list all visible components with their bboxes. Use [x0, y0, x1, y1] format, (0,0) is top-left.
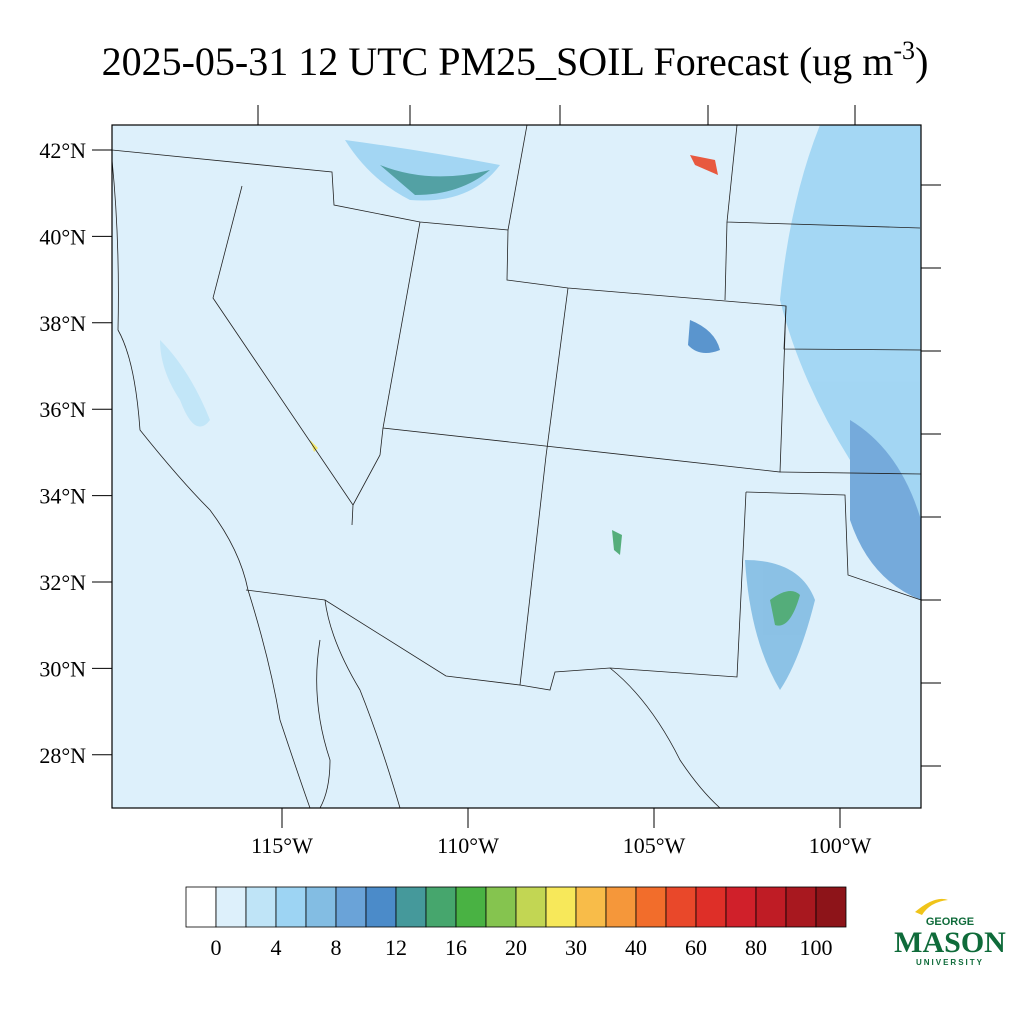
lon-label: 115°W: [251, 833, 313, 858]
colorbar-box: [395, 886, 427, 928]
logo: GEORGE MASON UNIVERSITY: [894, 898, 1006, 967]
colorbar-box: [455, 886, 487, 928]
state-borders: [111, 124, 922, 809]
lon-label: 105°W: [623, 833, 686, 858]
colorbar-box: [785, 886, 817, 928]
lat-label: 28°N: [39, 743, 86, 768]
colorbar-label: 0: [211, 935, 222, 960]
latitude-labels: 42°N 40°N 38°N 36°N 34°N 32°N 30°N 28°N: [39, 138, 112, 768]
colorbar: 0 4 8 12 16 20 30 40 60 80 100: [185, 886, 847, 960]
lat-label: 30°N: [39, 656, 86, 681]
map-frame: [111, 124, 922, 809]
colorbar-box: [275, 886, 307, 928]
frame-ticks: [257, 105, 941, 767]
colorbar-label: 30: [565, 935, 587, 960]
colorbar-box: [515, 886, 547, 928]
colorbar-box: [335, 886, 367, 928]
colorbar-label: 4: [271, 935, 282, 960]
title: 2025-05-31 12 UTC PM25_SOIL Forecast (ug…: [102, 36, 929, 84]
colorbar-box: [725, 886, 757, 928]
colorbar-label: 16: [445, 935, 467, 960]
lat-label: 38°N: [39, 311, 86, 336]
colorbar-label: 8: [331, 935, 342, 960]
colorbar-box: [215, 886, 247, 928]
title-superscript: -3: [893, 36, 915, 65]
colorbar-box: [815, 886, 847, 928]
colorbar-box: [665, 886, 697, 928]
colorbar-box: [575, 886, 607, 928]
colorbar-label: 80: [745, 935, 767, 960]
colorbar-box: [185, 886, 217, 928]
longitude-labels: 115°W 110°W 105°W 100°W: [251, 808, 872, 858]
colorbar-label: 20: [505, 935, 527, 960]
title-main: 2025-05-31 12 UTC PM25_SOIL Forecast (ug…: [102, 39, 894, 84]
lat-label: 36°N: [39, 397, 86, 422]
title-end: ): [915, 39, 928, 84]
lon-label: 100°W: [809, 833, 872, 858]
colorbar-box: [365, 886, 397, 928]
lon-label: 110°W: [437, 833, 499, 858]
colorbar-label: 12: [385, 935, 407, 960]
colorbar-label: 60: [685, 935, 707, 960]
map-background: [112, 125, 921, 808]
colorbar-box: [755, 886, 787, 928]
colorbar-box: [305, 886, 337, 928]
logo-top: GEORGE: [926, 916, 974, 928]
lat-label: 32°N: [39, 570, 86, 595]
logo-name: MASON: [894, 926, 1006, 959]
logo-bottom: UNIVERSITY: [916, 958, 984, 967]
colorbar-box: [695, 886, 727, 928]
colorbar-box: [425, 886, 457, 928]
map-shading: [160, 125, 921, 690]
colorbar-label: 100: [800, 935, 833, 960]
colorbar-box: [245, 886, 277, 928]
lat-label: 42°N: [39, 138, 86, 163]
colorbar-box: [605, 886, 637, 928]
colorbar-label: 40: [625, 935, 647, 960]
lat-label: 34°N: [39, 484, 86, 509]
lat-label: 40°N: [39, 224, 86, 249]
colorbar-box: [635, 886, 667, 928]
map: 42°N40°N38°N36°N34°N32°N30°N28°N 115°W 11…: [39, 105, 941, 858]
colorbar-box: [485, 886, 517, 928]
colorbar-box: [545, 886, 577, 928]
